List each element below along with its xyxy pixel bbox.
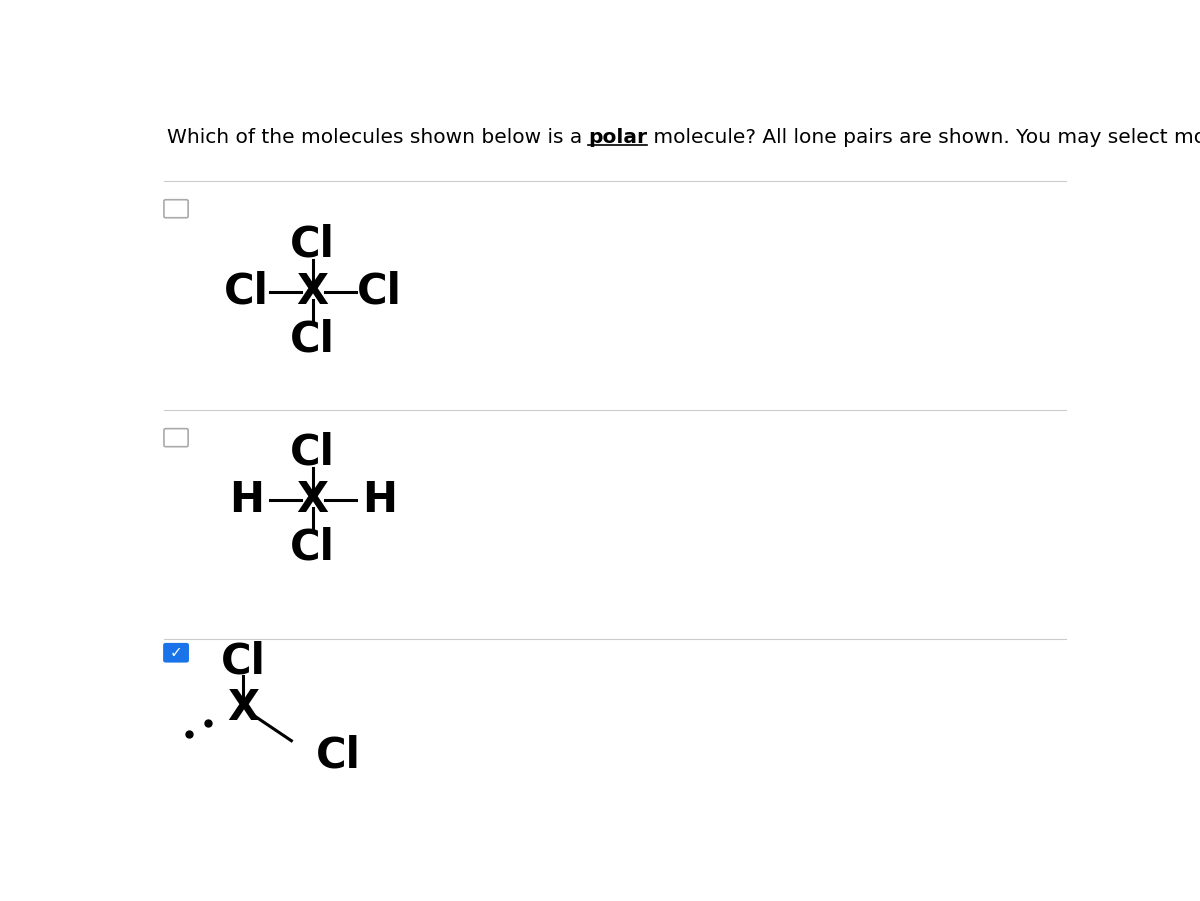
Text: X: X [296,271,329,313]
Text: X: X [296,479,329,521]
Text: molecule? All lone pairs are shown. You may select more than one.: molecule? All lone pairs are shown. You … [647,128,1200,147]
FancyBboxPatch shape [164,200,188,218]
Text: Cl: Cl [224,271,269,313]
FancyBboxPatch shape [164,643,188,661]
Text: X: X [227,687,259,729]
Text: ✓: ✓ [169,645,182,660]
Text: Cl: Cl [290,526,335,569]
FancyBboxPatch shape [164,429,188,447]
Text: Cl: Cl [356,271,402,313]
Text: H: H [229,479,264,521]
Text: Which of the molecules shown below is a: Which of the molecules shown below is a [167,128,588,147]
Text: Cl: Cl [290,318,335,360]
Text: H: H [361,479,397,521]
Text: Cl: Cl [221,640,265,682]
Text: polar: polar [588,128,647,147]
Text: Cl: Cl [290,223,335,266]
Text: Cl: Cl [290,432,335,474]
Text: Cl: Cl [316,735,361,777]
